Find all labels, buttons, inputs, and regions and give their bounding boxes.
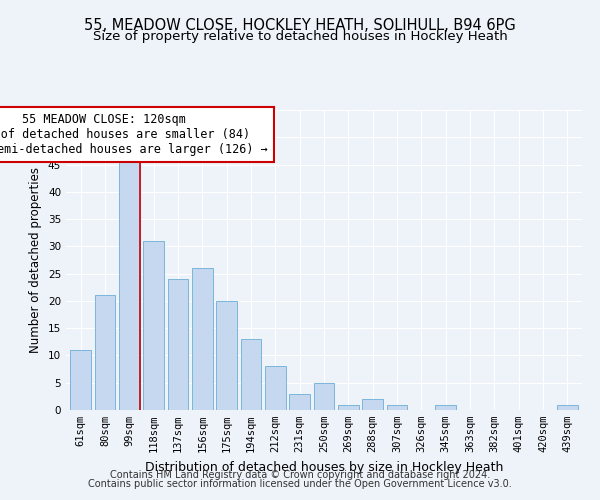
Bar — [192, 268, 212, 410]
Text: Contains public sector information licensed under the Open Government Licence v3: Contains public sector information licen… — [88, 479, 512, 489]
Text: Contains HM Land Registry data © Crown copyright and database right 2024.: Contains HM Land Registry data © Crown c… — [110, 470, 490, 480]
Y-axis label: Number of detached properties: Number of detached properties — [29, 167, 43, 353]
Bar — [557, 404, 578, 410]
X-axis label: Distribution of detached houses by size in Hockley Heath: Distribution of detached houses by size … — [145, 460, 503, 473]
Bar — [95, 296, 115, 410]
Text: 55 MEADOW CLOSE: 120sqm
← 39% of detached houses are smaller (84)
59% of semi-de: 55 MEADOW CLOSE: 120sqm ← 39% of detache… — [0, 113, 268, 156]
Bar — [119, 159, 140, 410]
Bar — [265, 366, 286, 410]
Bar — [143, 241, 164, 410]
Bar — [338, 404, 359, 410]
Text: Size of property relative to detached houses in Hockley Heath: Size of property relative to detached ho… — [92, 30, 508, 43]
Bar — [436, 404, 456, 410]
Bar — [314, 382, 334, 410]
Text: 55, MEADOW CLOSE, HOCKLEY HEATH, SOLIHULL, B94 6PG: 55, MEADOW CLOSE, HOCKLEY HEATH, SOLIHUL… — [84, 18, 516, 32]
Bar — [289, 394, 310, 410]
Bar — [241, 339, 262, 410]
Bar — [386, 404, 407, 410]
Bar — [362, 399, 383, 410]
Bar — [216, 301, 237, 410]
Bar — [167, 279, 188, 410]
Bar — [70, 350, 91, 410]
